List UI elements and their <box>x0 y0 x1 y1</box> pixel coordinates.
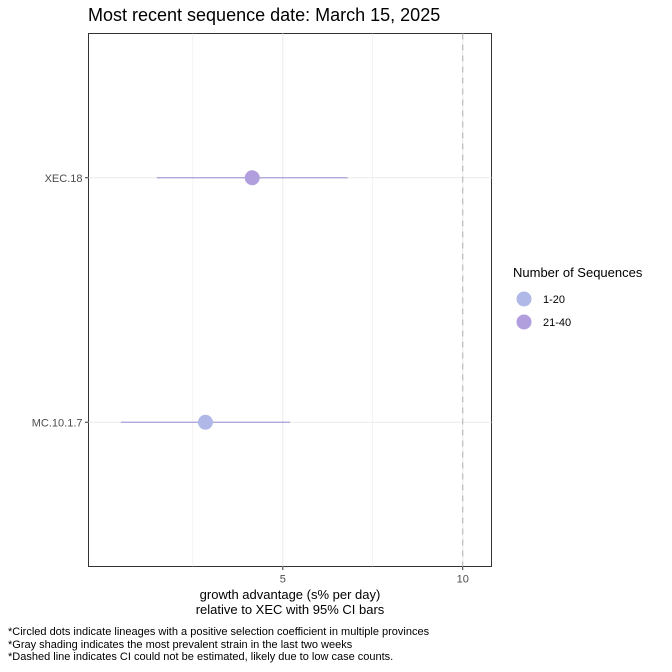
footnotes: *Circled dots indicate lineages with a p… <box>8 626 429 664</box>
x-axis-label-line-1: growth advantage (s% per day) <box>200 587 381 602</box>
x-tick-label-0: 5 <box>280 574 286 586</box>
gridlines <box>88 33 492 567</box>
x-axis-ticks: 5 10 <box>280 566 469 586</box>
x-axis-label-line-2: relative to XEC with 95% CI bars <box>196 602 385 617</box>
legend-label-0: 1-20 <box>543 294 565 306</box>
y-tick-label-0: XEC.18 <box>45 173 83 185</box>
legend-key-0 <box>516 291 532 307</box>
y-tick-label-1: MC.10.1.7 <box>32 417 83 429</box>
data-marks <box>120 170 348 430</box>
point-0 <box>244 170 260 186</box>
point-1 <box>197 414 213 430</box>
legend-label-1: 21-40 <box>543 317 571 329</box>
footnote-gray-shading: *Gray shading indicates the most prevale… <box>8 638 353 651</box>
legend-title: Number of Sequences <box>513 265 643 280</box>
x-tick-label-1: 10 <box>457 574 469 586</box>
plot-panel <box>88 33 492 567</box>
growth-advantage-chart: Most recent sequence date: March 15, 202… <box>32 5 643 617</box>
y-axis-ticks: XEC.18 MC.10.1.7 <box>32 173 89 429</box>
chart-title: Most recent sequence date: March 15, 202… <box>88 5 440 25</box>
legend-key-1 <box>516 314 532 330</box>
legend: Number of Sequences 1-20 21-40 <box>513 265 643 330</box>
footnote-circled-dots: *Circled dots indicate lineages with a p… <box>8 626 430 638</box>
footnote-dashed-line: *Dashed line indicates CI could not be e… <box>8 651 394 663</box>
